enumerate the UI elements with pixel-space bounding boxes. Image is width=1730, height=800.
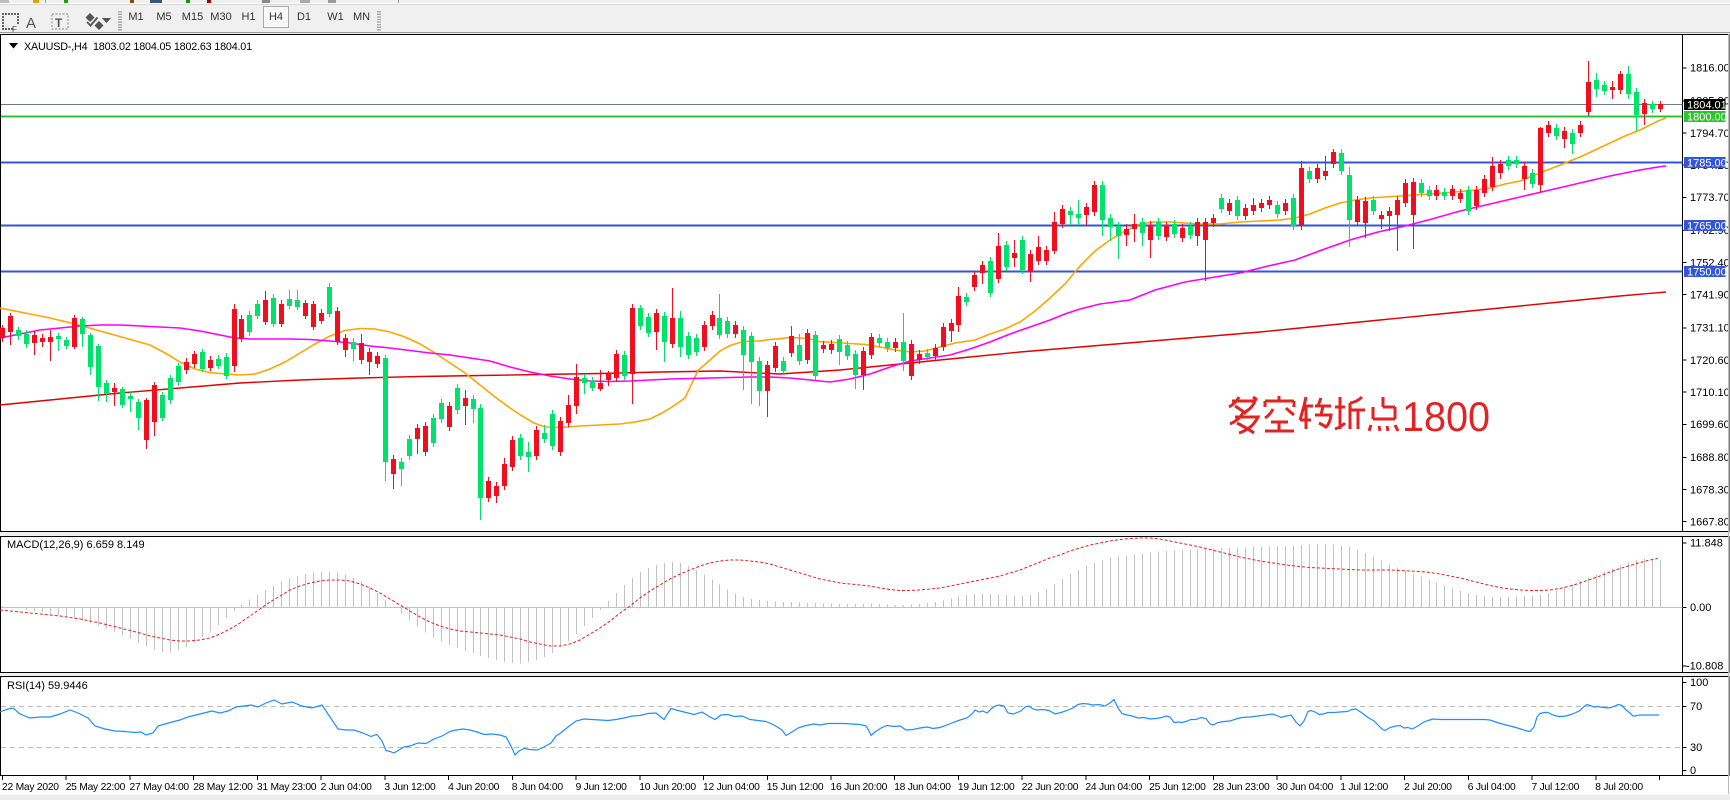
svg-text:30: 30 [1690, 742, 1702, 754]
svg-text:1765.00: 1765.00 [1687, 221, 1727, 233]
svg-text:24 Jun 04:00: 24 Jun 04:00 [1085, 782, 1142, 793]
svg-text:15 Jun 12:00: 15 Jun 12:00 [767, 782, 824, 793]
svg-text:16 Jun 20:00: 16 Jun 20:00 [831, 782, 888, 793]
svg-text:1 Jul 12:00: 1 Jul 12:00 [1340, 782, 1388, 793]
svg-text:28 Jun 23:00: 28 Jun 23:00 [1213, 782, 1270, 793]
svg-text:XAUUSD-,H4 1803.02 1804.05 18: XAUUSD-,H4 1803.02 1804.05 1802.63 1804.… [24, 41, 252, 53]
svg-text:27 May 04:00: 27 May 04:00 [130, 782, 190, 793]
svg-text:9 Jun 12:00: 9 Jun 12:00 [576, 782, 628, 793]
svg-text:1678.30: 1678.30 [1690, 484, 1730, 496]
svg-text:0.00: 0.00 [1690, 602, 1711, 614]
svg-text:18 Jun 04:00: 18 Jun 04:00 [894, 782, 951, 793]
svg-text:RSI(14) 59.9446: RSI(14) 59.9446 [7, 680, 88, 692]
svg-text:1816.00: 1816.00 [1690, 63, 1730, 75]
svg-text:70: 70 [1690, 701, 1702, 713]
svg-text:8 Jul 20:00: 8 Jul 20:00 [1595, 782, 1643, 793]
svg-text:A: A [26, 15, 36, 32]
svg-text:-10.808: -10.808 [1686, 661, 1723, 673]
svg-text:19 Jun 12:00: 19 Jun 12:00 [958, 782, 1015, 793]
svg-text:8 Jun 04:00: 8 Jun 04:00 [512, 782, 564, 793]
svg-text:MACD(12,26,9) 6.659 8.149: MACD(12,26,9) 6.659 8.149 [7, 539, 145, 551]
svg-text:1800: 1800 [1402, 393, 1490, 440]
svg-text:28 May 12:00: 28 May 12:00 [193, 782, 253, 793]
svg-text:22 Jun 20:00: 22 Jun 20:00 [1022, 782, 1079, 793]
svg-text:1794.70: 1794.70 [1690, 128, 1730, 140]
svg-text:1804.01: 1804.01 [1687, 100, 1727, 112]
svg-text:3 Jun 12:00: 3 Jun 12:00 [384, 782, 436, 793]
svg-text:7 Jul 12:00: 7 Jul 12:00 [1532, 782, 1580, 793]
svg-text:1750.00: 1750.00 [1687, 267, 1727, 279]
svg-text:1731.10: 1731.10 [1690, 323, 1730, 335]
svg-text:4 Jun 20:00: 4 Jun 20:00 [448, 782, 500, 793]
svg-text:100: 100 [1690, 677, 1708, 689]
svg-text:0: 0 [1690, 765, 1696, 777]
svg-text:1688.80: 1688.80 [1690, 452, 1730, 464]
svg-text:1710.10: 1710.10 [1690, 387, 1730, 399]
svg-text:1741.90: 1741.90 [1690, 290, 1730, 302]
svg-text:2 Jun 04:00: 2 Jun 04:00 [321, 782, 373, 793]
svg-text:25 Jun 12:00: 25 Jun 12:00 [1149, 782, 1206, 793]
svg-text:T: T [55, 16, 63, 30]
svg-text:1699.60: 1699.60 [1690, 419, 1730, 431]
svg-text:30 Jun 04:00: 30 Jun 04:00 [1277, 782, 1334, 793]
svg-text:11.848: 11.848 [1690, 538, 1723, 550]
svg-text:1785.00: 1785.00 [1687, 158, 1727, 170]
svg-text:1667.80: 1667.80 [1690, 517, 1730, 529]
svg-text:31 May 23:00: 31 May 23:00 [257, 782, 317, 793]
svg-text:25 May 22:00: 25 May 22:00 [66, 782, 126, 793]
svg-text:1800.00: 1800.00 [1687, 112, 1727, 124]
svg-text:1773.70: 1773.70 [1690, 192, 1730, 204]
svg-text:1720.60: 1720.60 [1690, 355, 1730, 367]
svg-text:22 May 2020: 22 May 2020 [2, 782, 59, 793]
svg-text:6 Jul 04:00: 6 Jul 04:00 [1468, 782, 1516, 793]
svg-text:10 Jun 20:00: 10 Jun 20:00 [639, 782, 696, 793]
svg-text:2 Jul 20:00: 2 Jul 20:00 [1404, 782, 1452, 793]
svg-text:F: F [12, 25, 17, 34]
svg-text:12 Jun 04:00: 12 Jun 04:00 [703, 782, 760, 793]
